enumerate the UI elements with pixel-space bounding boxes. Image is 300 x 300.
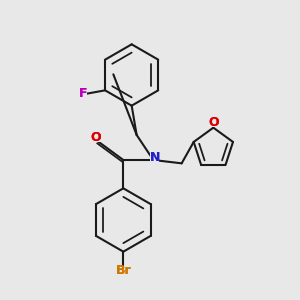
Text: Br: Br xyxy=(116,264,131,277)
FancyBboxPatch shape xyxy=(150,153,159,162)
Text: N: N xyxy=(149,151,160,164)
Text: Br: Br xyxy=(116,264,131,277)
Text: O: O xyxy=(208,116,219,129)
FancyBboxPatch shape xyxy=(79,89,87,98)
FancyBboxPatch shape xyxy=(90,133,101,142)
Text: F: F xyxy=(79,87,87,100)
Text: O: O xyxy=(208,116,219,129)
Text: F: F xyxy=(79,87,87,100)
FancyBboxPatch shape xyxy=(208,118,218,127)
Text: O: O xyxy=(90,131,101,144)
Text: N: N xyxy=(149,151,160,164)
FancyBboxPatch shape xyxy=(116,266,130,275)
Text: O: O xyxy=(90,131,101,144)
